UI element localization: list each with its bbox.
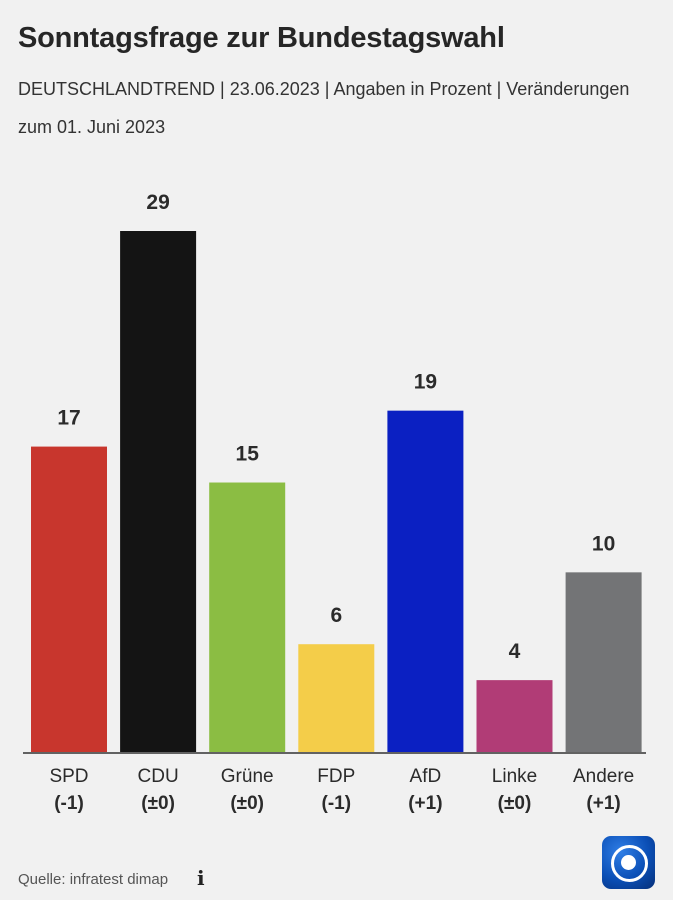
change-label-gruene: (±0) (230, 793, 264, 814)
bar-linke (476, 680, 553, 752)
value-label-fdp: 6 (330, 604, 342, 627)
bar-cdu (120, 231, 197, 752)
bar-fdp (298, 644, 375, 752)
value-label-cdu: 29 (146, 191, 169, 214)
value-label-spd: 17 (57, 407, 80, 430)
category-label-cdu: CDU (138, 766, 179, 787)
value-label-andere: 10 (592, 532, 615, 555)
logo-ring (611, 845, 648, 882)
value-label-afd: 19 (414, 371, 437, 394)
change-label-andere: (+1) (586, 793, 620, 814)
tagesschau-logo-icon (602, 836, 655, 889)
bar-andere (565, 572, 642, 752)
category-label-linke: Linke (492, 766, 537, 787)
logo-dot (621, 855, 636, 870)
info-icon[interactable]: i (197, 866, 205, 890)
category-label-fdp: FDP (317, 766, 355, 787)
change-label-cdu: (±0) (141, 793, 175, 814)
category-label-andere: Andere (573, 766, 634, 787)
chart-subtitle: DEUTSCHLANDTREND | 23.06.2023 | Angaben … (18, 79, 630, 137)
value-label-gruene: 15 (236, 443, 260, 466)
bar-afd (387, 410, 464, 752)
change-label-linke: (±0) (498, 793, 532, 814)
value-label-linke: 4 (509, 640, 521, 663)
change-label-spd: (-1) (54, 793, 84, 814)
bar-spd (31, 446, 107, 752)
source-note: Quelle: infratest dimap (18, 871, 169, 888)
change-label-afd: (+1) (408, 793, 442, 814)
category-label-gruene: Grüne (221, 766, 274, 787)
change-label-fdp: (-1) (322, 793, 352, 814)
category-label-afd: AfD (410, 766, 442, 787)
chart-title: Sonntagsfrage zur Bundestagswahl (18, 22, 505, 54)
bar-gruene (209, 482, 286, 752)
category-label-spd: SPD (49, 766, 88, 787)
